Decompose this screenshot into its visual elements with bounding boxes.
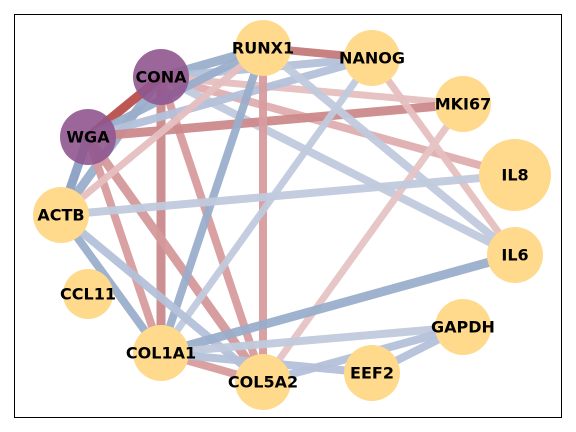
node-layer xyxy=(33,20,551,410)
node-il8[interactable] xyxy=(479,139,551,211)
node-label-il8: IL8 xyxy=(501,166,528,185)
node-col5a2[interactable] xyxy=(235,354,291,410)
edge-mki67-col5a2 xyxy=(260,101,466,385)
node-label-ccl11: CCL11 xyxy=(60,285,116,304)
edge-wga-col1a1 xyxy=(84,135,165,355)
node-label-nanog: NANOG xyxy=(339,49,405,68)
node-runx1[interactable] xyxy=(235,20,291,76)
node-eef2[interactable] xyxy=(344,345,400,401)
node-label-runx1: RUNX1 xyxy=(232,39,294,58)
edge-wga-col5a2 xyxy=(84,134,267,385)
node-cona[interactable] xyxy=(133,49,189,105)
edge-wga-mki67 xyxy=(87,99,464,142)
node-mki67[interactable] xyxy=(435,76,491,132)
edge-actb-col1a1 xyxy=(57,212,165,356)
edge-il6-col1a1 xyxy=(159,250,517,358)
node-label-cona: CONA xyxy=(135,68,187,87)
node-label-mki67: MKI67 xyxy=(435,95,492,114)
edge-runx1-actb xyxy=(58,45,266,218)
node-label-col1a1: COL1A1 xyxy=(126,344,196,363)
node-label-gapdh: GAPDH xyxy=(431,318,495,337)
node-label-actb: ACTB xyxy=(37,206,84,225)
node-il6[interactable] xyxy=(487,227,543,283)
edge-layer xyxy=(56,43,518,386)
node-wga[interactable] xyxy=(60,109,116,165)
node-col1a1[interactable] xyxy=(133,325,189,381)
node-label-il6: IL6 xyxy=(501,246,528,265)
plot-frame xyxy=(14,14,562,418)
edge-actb-col5a2 xyxy=(58,211,266,386)
edge-nanog-il6 xyxy=(369,55,518,258)
edge-cona-il8 xyxy=(159,73,517,179)
node-label-col5a2: COL5A2 xyxy=(228,373,298,392)
edge-cona-il6 xyxy=(159,73,517,259)
node-ccl11[interactable] xyxy=(63,269,113,319)
edge-actb-il8 xyxy=(60,171,516,219)
node-label-wga: WGA xyxy=(66,128,110,147)
edge-nanog-col1a1 xyxy=(158,55,375,356)
edge-wga-nanog xyxy=(86,54,374,141)
node-gapdh[interactable] xyxy=(435,299,491,355)
node-label-eef2: EEF2 xyxy=(350,364,394,383)
edge-gapdh-col1a1 xyxy=(160,323,464,357)
edge-runx1-il6 xyxy=(260,44,518,259)
label-layer: RUNX1 NANOG CONA MKI67 WGA IL8 ACTB IL6 CCL11 GAP… xyxy=(37,39,528,392)
node-actb[interactable] xyxy=(33,187,89,243)
node-nanog[interactable] xyxy=(344,30,400,86)
